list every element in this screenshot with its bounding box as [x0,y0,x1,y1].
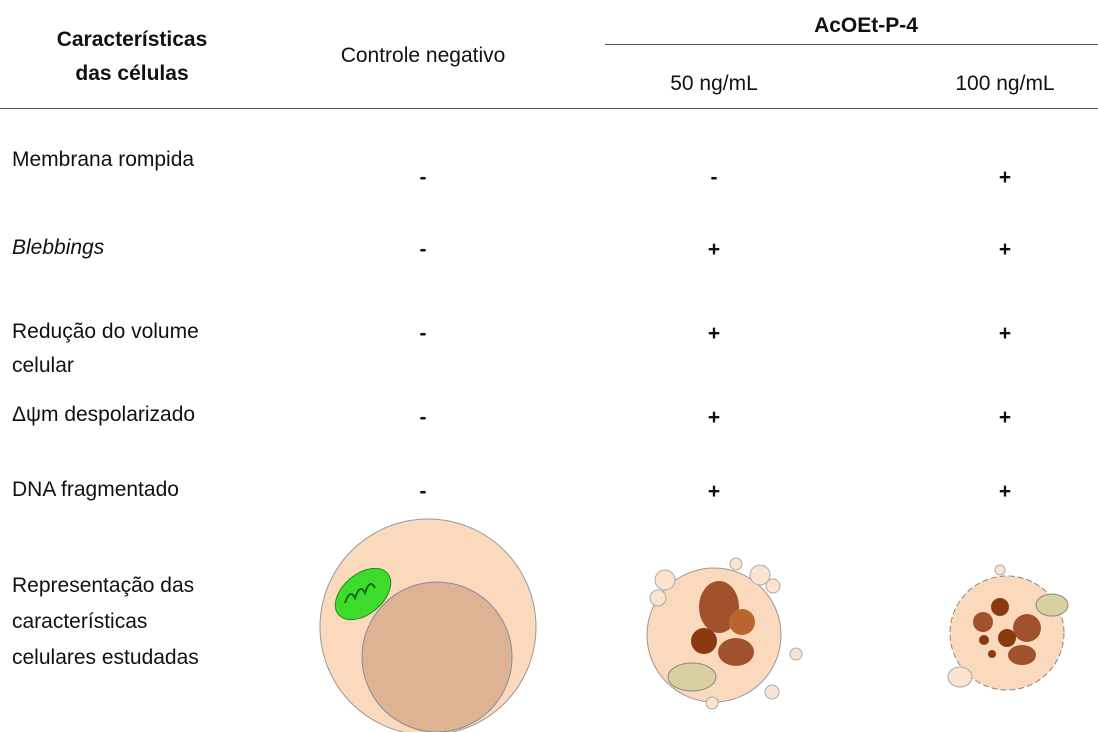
cell-mark: + [707,406,721,429]
cell-mark: - [419,406,427,429]
group-header: AcOEt-P-4 [814,14,918,37]
header-rule [0,108,1098,109]
cell-mark: - [419,166,427,189]
cell-mark: + [998,238,1012,261]
row-label: celular [12,354,74,377]
representation-label: Representação das [12,574,195,597]
cell-mark: + [707,480,721,503]
cell-mark: - [419,322,427,345]
row-label: Blebbings [12,236,105,259]
feature-header: Características [56,28,208,51]
cell-mark: + [998,480,1012,503]
cell-mark: - [419,480,427,503]
feature-header: das células [75,62,189,85]
cell-mark: + [998,322,1012,345]
cell-50 [646,557,803,710]
cell-mark: + [707,238,721,261]
row-label: Membrana rompida [12,148,195,171]
representation-label: características [12,610,148,633]
representation-label: celulares estudadas [12,646,199,669]
group-rule [605,44,1098,45]
cell-mark: - [419,238,427,261]
dose-header: 100 ng/mL [955,72,1055,95]
cell-mark: + [707,322,721,345]
row-label: Δψm despolarizado [12,403,196,426]
cell-mark: - [710,166,718,189]
row-label: Redução do volume [12,320,199,343]
cell-mark: + [998,406,1012,429]
row-label: DNA fragmentado [12,478,179,501]
control-cell [319,518,537,732]
cell-100 [947,564,1069,691]
cell-mark: + [998,166,1012,189]
dose-header: 50 ng/mL [670,72,758,95]
control-header: Controle negativo [340,44,506,67]
